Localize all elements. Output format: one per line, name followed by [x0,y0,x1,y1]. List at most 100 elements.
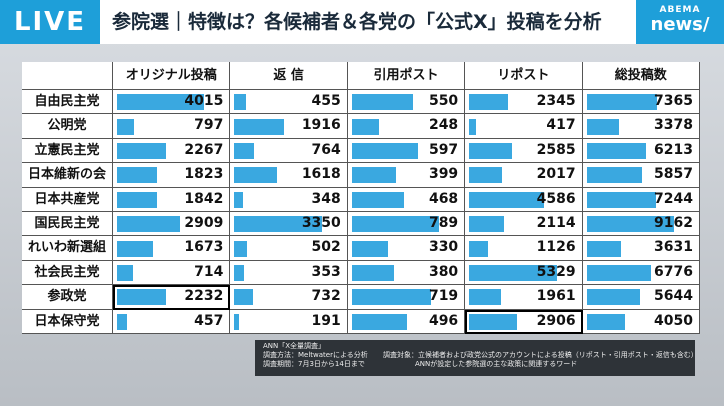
column-header: 返 信 [230,62,348,90]
value-cell: 714 [113,260,231,286]
value-cell: 1916 [230,114,348,139]
value-cell: 502 [230,236,348,261]
value-label: 502 [311,239,341,256]
live-badge: LIVE [0,0,100,44]
value-label: 2585 [536,141,576,158]
data-bar [117,313,127,330]
value-cell: 1823 [113,163,231,188]
value-cell: 3350 [230,212,348,237]
value-label: 2114 [536,215,576,231]
value-cell: 380 [347,260,466,286]
value-label: 1823 [184,166,224,183]
value-label: 2232 [184,288,224,305]
value-label: 5857 [654,166,693,183]
data-bar [234,240,248,257]
value-cell: 4050 [582,309,700,334]
data-bar [351,142,418,159]
value-cell: 330 [347,236,466,261]
value-label: 6776 [654,263,693,280]
value-cell: 6776 [582,260,700,286]
value-label: 455 [311,93,341,109]
value-label: 550 [428,93,459,109]
value-label: 2345 [536,93,576,109]
data-bar [234,289,254,306]
value-label: 7244 [654,190,693,207]
value-label: 1842 [184,190,224,207]
value-label: 1618 [301,166,341,183]
data-bar [234,191,244,208]
value-label: 248 [428,117,459,134]
data-bar [117,142,167,159]
value-cell: 2232 [113,285,231,310]
value-label: 3631 [654,239,693,256]
value-cell: 2267 [113,138,231,164]
data-bar [586,313,626,330]
data-bar [469,191,545,208]
value-label: 1673 [184,239,224,256]
value-cell: 764 [230,138,348,164]
value-label: 2906 [536,312,576,329]
data-bar [586,142,646,159]
value-label: 2909 [184,215,224,231]
value-label: 417 [546,117,576,134]
party-name: れいわ新選組 [22,236,113,261]
value-cell: 7244 [582,187,700,212]
value-label: 5644 [654,288,693,305]
value-label: 5329 [536,263,576,280]
party-name: 国民民主党 [22,212,113,237]
value-cell: 597 [347,138,466,164]
value-label: 7365 [654,93,693,109]
data-bar [117,216,181,233]
value-label: 496 [428,312,459,329]
value-cell: 9162 [582,212,700,237]
data-bar [234,216,322,233]
value-label: 797 [194,117,224,134]
data-bar [234,313,240,330]
value-cell: 2017 [465,163,583,188]
value-cell: 455 [230,90,348,115]
value-label: 719 [428,288,459,305]
value-cell: 2906 [465,309,583,334]
data-bar [351,313,407,330]
value-label: 457 [194,312,224,329]
data-bar [117,94,205,111]
value-label: 6213 [654,141,693,158]
data-bar [351,216,440,233]
value-cell: 3631 [582,236,700,261]
footnote: ANN「X全量調査」 調査方法：Meltwaterによる分析 調査期間：7月3日… [255,340,698,376]
value-label: 191 [311,312,341,329]
data-bar [469,313,517,330]
value-label: 1126 [536,239,576,256]
column-header: オリジナル投稿 [113,62,231,90]
value-label: 399 [428,166,459,183]
corner-cell [22,62,113,90]
value-label: 714 [194,263,224,280]
data-bar [117,118,135,135]
value-cell: 2585 [465,138,583,164]
value-cell: 417 [465,114,583,139]
value-label: 764 [311,141,341,158]
logo: ABEMA news/ [636,0,724,44]
data-bar [586,216,674,233]
column-header: 引用ポスト [347,62,466,90]
value-cell: 5329 [465,260,583,286]
value-label: 597 [428,141,459,158]
value-cell: 191 [230,309,348,334]
column-header: 総投稿数 [582,62,700,90]
value-cell: 4015 [113,90,231,115]
party-name: 日本共産党 [22,187,113,212]
data-bar [586,191,656,208]
value-label: 789 [428,215,459,231]
value-label: 4050 [654,312,693,329]
value-label: 2267 [184,141,224,158]
value-label: 1916 [301,117,341,134]
data-bar [234,167,277,184]
value-cell: 399 [347,163,466,188]
value-label: 380 [428,263,459,280]
value-cell: 797 [113,114,231,139]
note-target: 調査対象：立候補者および政党公式のアカウントによる投稿（リポスト・引用ポスト・返… [383,351,698,359]
note-words: ANNが設定した参院選の主な政策に関連するワード [415,360,578,368]
party-name: 日本保守党 [22,309,113,334]
value-cell: 5644 [582,285,700,310]
